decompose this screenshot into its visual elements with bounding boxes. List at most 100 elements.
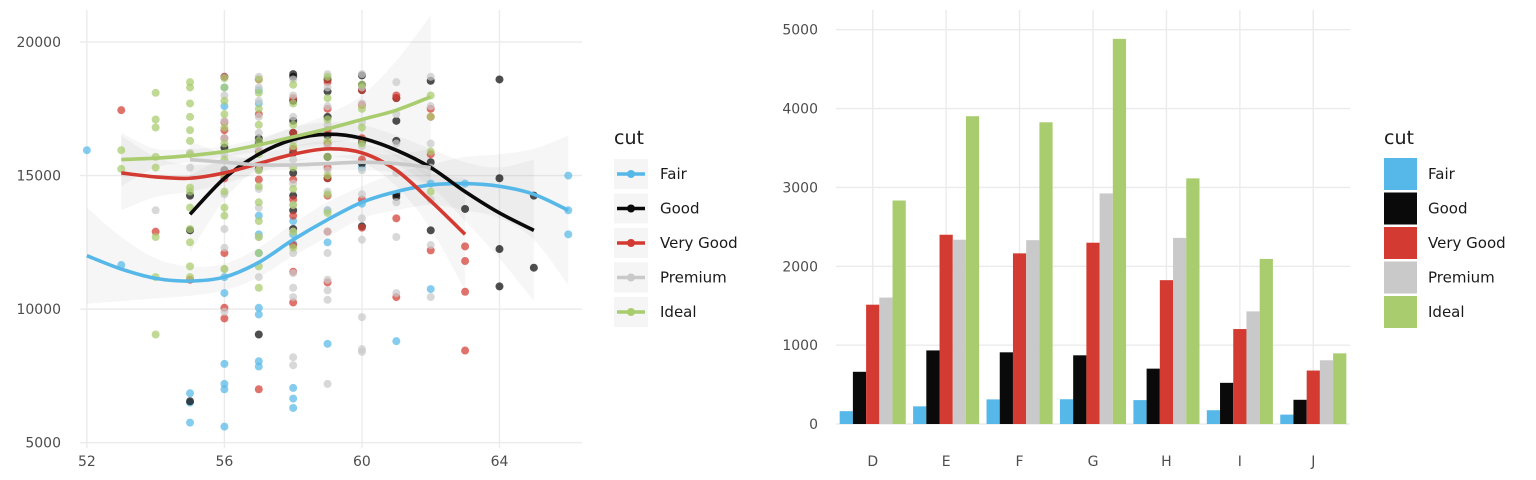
point-ideal <box>254 88 263 97</box>
point-very-good <box>461 287 470 296</box>
point-fair <box>564 171 573 180</box>
bar-good-e <box>926 350 940 424</box>
point-fair <box>254 362 263 371</box>
point-ideal <box>254 233 263 242</box>
point-ideal <box>220 265 229 274</box>
point-fair <box>220 359 229 368</box>
bar-premium-e <box>952 239 966 424</box>
legend-swatch-fair <box>1384 158 1417 190</box>
point-premium <box>323 227 332 236</box>
point-ideal <box>220 211 229 220</box>
point-premium <box>254 96 263 105</box>
point-ideal <box>220 96 229 105</box>
bar-fair-e <box>913 406 927 424</box>
point-fair <box>289 394 298 403</box>
point-ideal <box>186 136 195 145</box>
point-premium <box>392 78 401 87</box>
point-ideal <box>357 123 366 132</box>
bar-good-h <box>1146 368 1160 424</box>
point-ideal <box>323 136 332 145</box>
bar-very-good-h <box>1159 280 1174 424</box>
point-premium <box>357 347 366 356</box>
point-premium <box>392 289 401 298</box>
y-tick-label: 10000 <box>16 302 61 318</box>
point-premium <box>220 116 229 125</box>
bar-legend: cut Fair Good Very Good Premium Ideal <box>1384 127 1506 328</box>
point-ideal <box>426 112 435 121</box>
point-fair <box>254 303 263 312</box>
point-ideal <box>289 227 298 236</box>
point-premium <box>357 235 366 244</box>
bar-premium-g <box>1099 193 1113 424</box>
legend-swatch-good <box>1384 192 1417 225</box>
point-very-good <box>461 257 470 266</box>
point-ideal <box>426 147 435 156</box>
bar-good-j <box>1293 399 1307 424</box>
point-ideal <box>254 283 263 292</box>
point-ideal <box>254 249 263 258</box>
point-ideal <box>254 104 263 113</box>
legend-label-ideal: Ideal <box>1428 303 1465 321</box>
point-very-good <box>392 94 401 103</box>
x-tick-label: 56 <box>215 454 233 470</box>
legend-swatch-very-good <box>1384 227 1417 259</box>
bar-fair-i <box>1206 410 1221 424</box>
bar-premium-f <box>1026 240 1040 424</box>
x-tick-label: J <box>1310 454 1315 470</box>
point-ideal <box>254 120 263 129</box>
legend-swatch-ideal <box>1384 296 1417 328</box>
point-fair <box>82 146 91 155</box>
x-tick-label: 64 <box>491 454 509 470</box>
point-ideal <box>323 171 332 180</box>
point-ideal <box>186 126 195 135</box>
bar-premium-d <box>879 297 893 424</box>
x-tick-label: D <box>867 454 878 470</box>
point-ideal <box>220 110 229 119</box>
point-ideal <box>357 104 366 113</box>
point-fair <box>254 310 263 319</box>
x-tick-label: F <box>1016 454 1024 470</box>
bar-good-d <box>852 371 867 424</box>
bar-good-f <box>999 352 1013 424</box>
legend-label-fair: Fair <box>1428 165 1456 183</box>
bar-premium-h <box>1173 237 1187 424</box>
point-ideal <box>117 146 126 155</box>
point-ideal <box>186 225 195 233</box>
point-ideal <box>254 166 263 175</box>
bar-ideal-d <box>892 200 906 424</box>
point-premium <box>254 273 263 282</box>
point-premium <box>426 139 435 148</box>
point-ideal <box>254 182 263 191</box>
y-tick-label: 1000 <box>782 338 818 354</box>
bar-panel: 0 1000 2000 3000 4000 5000 D E F G H I J <box>782 10 1350 470</box>
point-very-good <box>357 223 366 232</box>
point-premium <box>392 139 401 148</box>
point-premium <box>426 72 435 81</box>
point-ideal <box>186 262 195 271</box>
point-premium <box>254 128 263 137</box>
point-ideal <box>117 164 126 173</box>
legend-swatch-premium <box>1384 261 1417 294</box>
y-tick-label: 4000 <box>782 102 818 118</box>
point-premium <box>426 293 435 302</box>
y-tick-label: 3000 <box>782 180 818 196</box>
legend-dot-very-good <box>627 239 635 247</box>
point-very-good <box>254 175 263 184</box>
point-premium <box>357 214 366 223</box>
point-ideal <box>186 83 195 92</box>
legend-label-premium: Premium <box>660 269 727 287</box>
point-premium <box>323 295 332 304</box>
point-ideal <box>323 208 332 217</box>
bar-very-good-e <box>939 234 953 424</box>
point-fair <box>220 385 229 394</box>
bar-ideal-e <box>965 116 980 424</box>
point-fair <box>392 337 401 346</box>
point-premium <box>392 198 401 207</box>
point-premium <box>151 206 160 215</box>
point-premium <box>289 91 298 100</box>
point-fair <box>186 389 195 398</box>
point-fair <box>289 383 298 392</box>
point-premium <box>426 102 435 111</box>
point-ideal <box>323 190 332 199</box>
